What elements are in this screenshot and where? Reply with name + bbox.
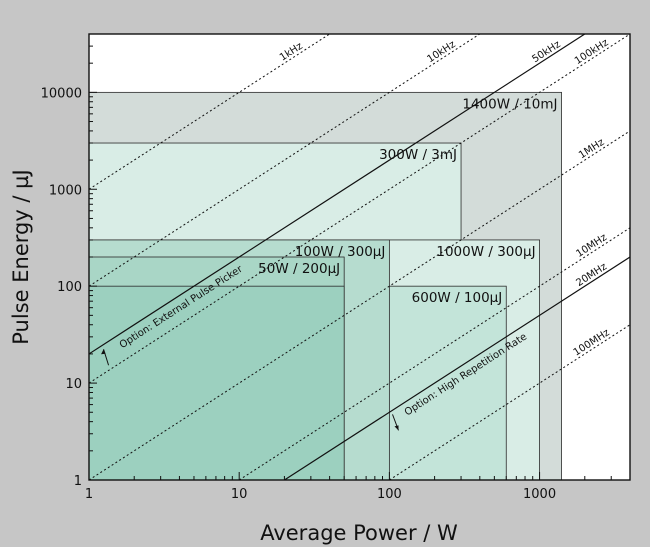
rate-line-2 xyxy=(89,34,586,355)
region-label-2: 1000W / 300µJ xyxy=(436,244,535,260)
x-tick-label-2: 100 xyxy=(377,487,402,502)
rate-line-5 xyxy=(238,227,630,480)
rate-line-1 xyxy=(89,34,481,287)
y-tick-label-0: 1 xyxy=(74,474,82,489)
y-tick-label-1: 10 xyxy=(65,377,82,392)
region-label-5: 50W / 200µJ xyxy=(258,261,340,277)
arrow-pulse-picker-head xyxy=(101,349,106,355)
ticks-layer: 1 10 100 1000 1 10 100 1000 10000 xyxy=(41,33,631,502)
rate-line-6 xyxy=(284,256,630,480)
rate-line-7 xyxy=(389,324,630,480)
rate-line-0 xyxy=(89,34,330,190)
x-tick-label-1: 10 xyxy=(231,487,248,502)
y-axis-title: Pulse Energy / µJ xyxy=(9,169,33,344)
region-label-4: 100W / 300µJ xyxy=(295,244,386,260)
region-label-0: 1400W / 10mJ xyxy=(462,96,557,112)
region-label-3: 600W / 100µJ xyxy=(412,290,503,306)
rate-lines-layer xyxy=(89,34,630,480)
y-tick-label-4: 10000 xyxy=(41,86,82,101)
region-6 xyxy=(89,285,345,480)
x-tick-label-0: 1 xyxy=(85,487,93,502)
arrow-high-rep-head xyxy=(394,425,399,431)
x-axis-title: Average Power / W xyxy=(260,521,458,545)
y-tick-label-2: 100 xyxy=(57,280,82,295)
regions-layer xyxy=(89,91,562,480)
rate-line-3 xyxy=(89,34,630,384)
region-label-1: 300W / 3mJ xyxy=(379,147,457,163)
rate-line-4 xyxy=(89,130,630,480)
y-tick-label-3: 1000 xyxy=(49,183,82,198)
x-tick-label-3: 1000 xyxy=(523,487,556,502)
